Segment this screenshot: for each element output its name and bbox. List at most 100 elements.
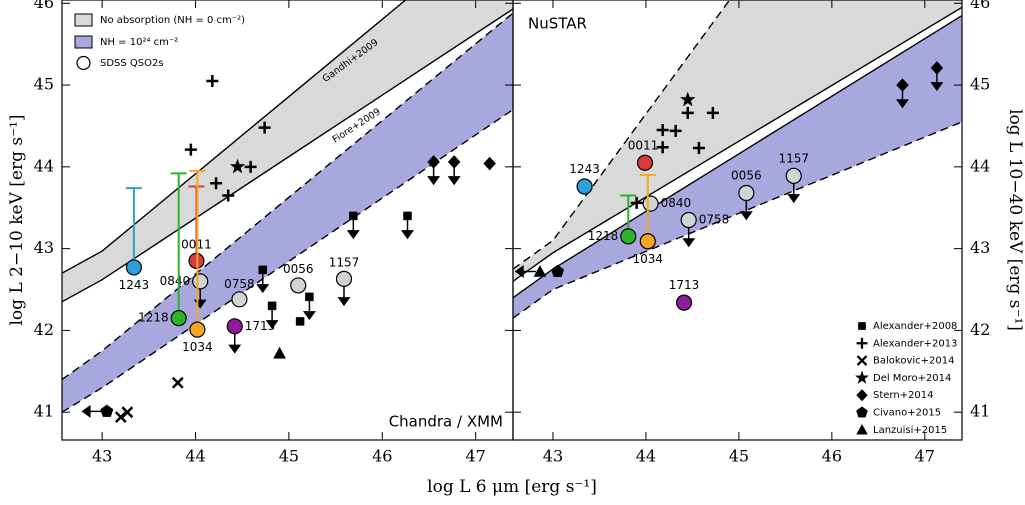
upper-limit-arrow <box>265 309 279 330</box>
x-tick-label: 47 <box>465 447 485 466</box>
legend-marker <box>856 355 868 366</box>
marker-plus <box>692 142 705 155</box>
upper-limit-arrow <box>447 165 461 186</box>
marker-circle <box>231 291 248 308</box>
band-edge <box>513 0 731 270</box>
marker-circle <box>226 318 243 335</box>
marker-plus <box>222 189 235 202</box>
marker-diamond <box>930 61 944 75</box>
marker-square <box>403 211 412 221</box>
x-tick-label: 46 <box>372 447 392 466</box>
upper-limit-arrow <box>81 404 103 418</box>
upper-limit-arrow <box>346 219 360 240</box>
legend-label: Balokovic+2014 <box>873 356 954 367</box>
legend-label: Stern+2014 <box>873 390 934 401</box>
error-bar <box>125 187 142 268</box>
upper-limit-arrow <box>302 300 316 321</box>
legend-label: NH = 10²⁴ cm⁻² <box>100 37 178 48</box>
point-label: 1218 <box>138 311 169 325</box>
point-label: 0011 <box>628 138 659 152</box>
y-tick-label: 43 <box>970 238 990 257</box>
x-tick-label: 44 <box>185 447 205 466</box>
y-tick-label: 42 <box>34 320 54 339</box>
marker-circle <box>680 211 697 229</box>
y-axis-label: log L 2−10 keV [erg s⁻¹] <box>7 114 27 325</box>
band-edge <box>513 121 962 319</box>
upper-limit-arrow <box>682 228 696 248</box>
x-tick-label: 47 <box>915 447 935 466</box>
legend-label: Civano+2015 <box>873 408 941 419</box>
marker-circle <box>675 294 693 311</box>
x-tick-label: 43 <box>92 447 112 466</box>
marker-triangle <box>533 265 547 277</box>
point-label: 1157 <box>329 255 360 269</box>
legend-label: SDSS QSO2s <box>100 58 164 69</box>
point-label: 1034 <box>633 252 664 266</box>
upper-limit-arrow <box>514 265 536 278</box>
marker-circle <box>189 321 206 338</box>
point-label: 1713 <box>669 278 700 292</box>
x-tick-label: 44 <box>636 447 656 466</box>
marker-circle <box>170 310 187 327</box>
y-tick-label: 41 <box>970 402 990 421</box>
point-label: 1218 <box>588 229 619 243</box>
error-bar <box>170 172 187 319</box>
x-tick-label: 45 <box>279 447 299 466</box>
marker-x <box>171 376 184 389</box>
band-edge <box>62 0 407 274</box>
marker-x <box>121 406 134 419</box>
legend-marker <box>854 370 870 384</box>
marker-pentagon <box>551 264 565 278</box>
marker-diamond <box>896 78 909 92</box>
point-label: 0758 <box>224 277 255 291</box>
panel-label: Chandra / XMM <box>389 413 503 431</box>
marker-plus <box>630 196 643 209</box>
legend-label: Alexander+2008 <box>873 321 957 332</box>
marker-square <box>258 265 268 275</box>
y-tick-label: 45 <box>34 75 54 94</box>
marker-pentagon <box>100 404 114 417</box>
legend-label: Lanzuisi+2015 <box>873 425 947 436</box>
y-tick-label: 45 <box>970 75 990 94</box>
upper-limit-arrow <box>401 219 414 240</box>
marker-triangle <box>273 346 286 359</box>
marker-square <box>295 317 305 326</box>
plot-area <box>513 0 962 319</box>
upper-limit-arrow <box>228 334 242 354</box>
marker-diamond <box>483 156 496 171</box>
legend-marker <box>858 322 866 330</box>
marker-diamond <box>427 155 440 169</box>
marker-plus <box>244 160 257 173</box>
point-label: 1243 <box>119 278 150 292</box>
error-bar <box>189 169 206 330</box>
upper-limit-arrow <box>256 273 270 294</box>
marker-circle <box>639 233 656 250</box>
legend-swatch <box>74 13 93 27</box>
legend-marker <box>856 337 868 349</box>
marker-square <box>267 301 277 311</box>
marker-circle <box>576 178 593 195</box>
marker-plus <box>706 106 719 119</box>
x-axis-label: log L 6 μm [erg s⁻¹] <box>427 477 597 497</box>
marker-diamond <box>447 155 461 169</box>
marker-circle <box>642 195 659 212</box>
upper-limit-arrow <box>337 286 351 307</box>
marker-plus <box>210 177 223 190</box>
error-bar <box>639 174 656 242</box>
y-tick-label: 44 <box>970 156 990 175</box>
upper-limit-arrow <box>739 201 753 221</box>
legend-marker <box>856 406 868 418</box>
panel-frame <box>512 0 963 441</box>
y-tick-label: 41 <box>34 402 54 421</box>
marker-plus <box>669 124 682 137</box>
band-edge <box>62 12 513 381</box>
upper-limit-arrow <box>930 71 944 92</box>
legend-marker <box>856 423 868 435</box>
point-label: 0056 <box>283 262 314 276</box>
marker-circle <box>738 184 755 202</box>
legend-swatch <box>74 35 93 49</box>
legend-label: Del Moro+2014 <box>873 373 951 384</box>
marker-circle <box>290 277 307 294</box>
band-edges <box>62 0 513 413</box>
marker-square <box>349 211 358 221</box>
